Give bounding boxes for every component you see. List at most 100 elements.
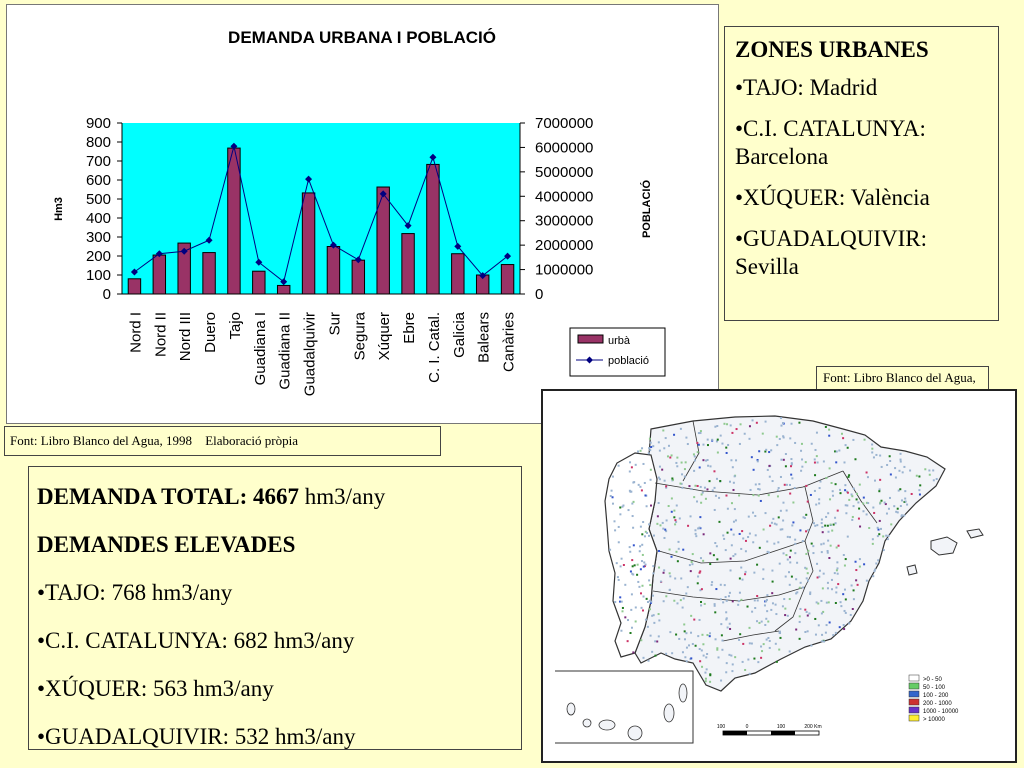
demand-dot (649, 449, 652, 452)
demand-dot (693, 618, 696, 621)
demand-dot (838, 449, 841, 452)
demand-dot (624, 583, 627, 586)
demand-dot (816, 524, 819, 527)
demand-dot (748, 532, 751, 535)
demand-dot (778, 437, 781, 440)
demand-dot (865, 471, 868, 474)
demand-dot (771, 569, 774, 572)
demand-dot (756, 460, 759, 463)
demand-dot (657, 441, 660, 444)
demand-dot (758, 483, 761, 486)
demand-dot (814, 524, 817, 527)
demand-dot (721, 639, 724, 642)
demand-dot (904, 500, 907, 503)
demand-dot (789, 437, 792, 440)
demand-dot (764, 450, 767, 453)
demand-dot (774, 642, 777, 645)
demand-dot (906, 503, 909, 506)
demand-dot (779, 509, 782, 512)
demand-dot (900, 514, 903, 517)
bar-urba (177, 242, 191, 295)
demand-dot (779, 475, 782, 478)
demand-dot (828, 428, 831, 431)
demand-dot (748, 626, 751, 629)
demand-dot (734, 656, 737, 659)
demand-dot (689, 570, 692, 573)
demand-dot (781, 528, 784, 531)
demand-dot (634, 463, 637, 466)
demand-dot (775, 435, 778, 438)
demand-dot (813, 461, 816, 464)
mallorca-shape (930, 536, 958, 556)
demand-dot (741, 530, 744, 533)
demand-dot (694, 484, 697, 487)
demand-dot (776, 495, 779, 498)
demand-dot (756, 620, 759, 623)
demand-dot (638, 585, 641, 588)
demand-dot (738, 591, 741, 594)
category-label: Sur (326, 312, 343, 335)
demand-dot (689, 515, 692, 518)
demand-dot (674, 523, 677, 526)
demand-dot (725, 494, 728, 497)
demand-dot (858, 507, 861, 510)
demand-dot (728, 591, 731, 594)
demand-dot (868, 527, 871, 530)
demand-dot (685, 592, 688, 595)
demand-dot (805, 577, 808, 580)
demand-dot (642, 462, 645, 465)
demand-dot (805, 513, 808, 516)
demand-dot (657, 476, 660, 479)
demand-dot (671, 477, 674, 480)
demand-dot (714, 638, 717, 641)
demand-dot (757, 494, 760, 497)
category-label: Ebre (401, 312, 418, 344)
demand-dot (935, 477, 938, 480)
demand-dot (683, 475, 686, 478)
demand-dot (775, 613, 778, 616)
demand-dot (644, 530, 647, 533)
demand-dot (632, 544, 635, 547)
left-tick-label: 700 (86, 153, 111, 170)
demand-dot (844, 611, 847, 614)
demand-dot (621, 505, 624, 508)
map-legend-swatch (908, 706, 920, 714)
demand-dot (767, 620, 770, 623)
demand-dot (734, 553, 737, 556)
demand-dot (630, 466, 633, 469)
demand-dot (846, 504, 849, 507)
demand-dot (851, 495, 854, 498)
demand-dot (768, 451, 771, 454)
demand-dot (859, 525, 862, 528)
demand-dot (768, 639, 771, 642)
category-label: Tajo (227, 312, 244, 340)
demand-dot (708, 635, 711, 638)
demand-dot (829, 544, 832, 547)
map-legend-swatch (908, 698, 920, 706)
demand-dot (733, 475, 736, 478)
demand-dot (789, 561, 792, 564)
demand-dot (609, 548, 612, 551)
demand-dot (818, 487, 821, 490)
demand-dot (798, 615, 801, 618)
demand-dot (657, 613, 660, 616)
point-poblacio (379, 190, 387, 198)
demand-dot (658, 449, 661, 452)
demand-dot (771, 592, 774, 595)
demand-dot (782, 519, 785, 522)
demand-dot (631, 559, 634, 562)
demand-dot (804, 630, 807, 633)
demand-dot (687, 524, 690, 527)
demand-dot (769, 524, 772, 527)
demand-dot (704, 671, 707, 674)
demand-dot (815, 503, 818, 506)
demand-dot (706, 459, 709, 462)
demand-dot (903, 465, 906, 468)
demand-dot (771, 480, 774, 483)
demand-dot (642, 521, 645, 524)
demand-dot (664, 528, 667, 531)
demand-dot (644, 494, 647, 497)
demand-dot (855, 569, 858, 572)
demand-dot (661, 521, 664, 524)
demand-dot (829, 523, 832, 526)
